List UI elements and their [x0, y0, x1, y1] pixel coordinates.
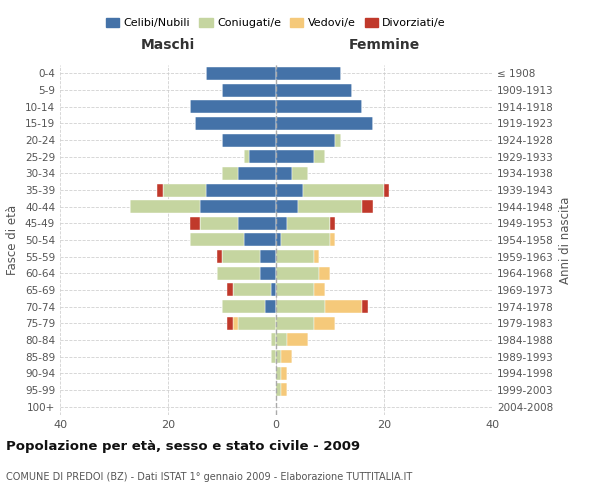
Bar [276, 84, 352, 96]
Text: COMUNE DI PREDOI (BZ) - Dati ISTAT 1° gennaio 2009 - Elaborazione TUTTITALIA.IT: COMUNE DI PREDOI (BZ) - Dati ISTAT 1° ge… [6, 472, 412, 482]
Bar [233, 284, 271, 296]
Bar [330, 217, 335, 230]
Bar [190, 100, 276, 113]
Bar [276, 167, 292, 180]
Legend: Celibi/Nubili, Coniugati/e, Vedovi/e, Divorziati/e: Celibi/Nubili, Coniugati/e, Vedovi/e, Di… [101, 13, 451, 32]
Bar [222, 250, 260, 263]
Bar [276, 284, 314, 296]
Bar [227, 284, 233, 296]
Bar [276, 100, 362, 113]
Bar [362, 300, 368, 313]
Bar [222, 84, 276, 96]
Bar [238, 217, 276, 230]
Y-axis label: Anni di nascita: Anni di nascita [559, 196, 572, 284]
Text: Popolazione per età, sesso e stato civile - 2009: Popolazione per età, sesso e stato civil… [6, 440, 360, 453]
Bar [260, 250, 276, 263]
Bar [276, 217, 287, 230]
Bar [276, 300, 325, 313]
Bar [260, 267, 276, 280]
Bar [287, 334, 308, 346]
Bar [217, 267, 260, 280]
Bar [314, 284, 325, 296]
Bar [276, 134, 335, 146]
Bar [276, 267, 319, 280]
Bar [238, 167, 276, 180]
Bar [271, 350, 276, 363]
Bar [314, 317, 335, 330]
Bar [298, 200, 362, 213]
Bar [319, 267, 330, 280]
Bar [222, 134, 276, 146]
Bar [265, 300, 276, 313]
Bar [276, 334, 287, 346]
Bar [276, 117, 373, 130]
Bar [222, 300, 265, 313]
Bar [292, 167, 308, 180]
Bar [287, 217, 330, 230]
Bar [130, 200, 200, 213]
Bar [238, 317, 276, 330]
Bar [276, 317, 314, 330]
Bar [276, 184, 303, 196]
Bar [303, 184, 384, 196]
Text: Femmine: Femmine [349, 38, 419, 52]
Bar [276, 200, 298, 213]
Bar [384, 184, 389, 196]
Bar [276, 67, 341, 80]
Bar [330, 234, 335, 246]
Bar [276, 350, 281, 363]
Bar [249, 150, 276, 163]
Bar [206, 184, 276, 196]
Bar [217, 250, 222, 263]
Bar [227, 317, 233, 330]
Bar [335, 134, 341, 146]
Bar [281, 234, 330, 246]
Bar [362, 200, 373, 213]
Bar [276, 367, 281, 380]
Bar [222, 167, 238, 180]
Bar [200, 217, 238, 230]
Bar [190, 234, 244, 246]
Bar [163, 184, 206, 196]
Bar [233, 317, 238, 330]
Bar [276, 234, 281, 246]
Bar [271, 284, 276, 296]
Text: Maschi: Maschi [141, 38, 195, 52]
Bar [281, 384, 287, 396]
Bar [157, 184, 163, 196]
Bar [195, 117, 276, 130]
Bar [200, 200, 276, 213]
Bar [281, 367, 287, 380]
Bar [271, 334, 276, 346]
Bar [276, 150, 314, 163]
Bar [325, 300, 362, 313]
Bar [244, 234, 276, 246]
Bar [244, 150, 249, 163]
Bar [206, 67, 276, 80]
Y-axis label: Fasce di età: Fasce di età [7, 205, 19, 275]
Bar [314, 150, 325, 163]
Bar [281, 350, 292, 363]
Bar [314, 250, 319, 263]
Bar [276, 250, 314, 263]
Bar [276, 384, 281, 396]
Bar [190, 217, 200, 230]
